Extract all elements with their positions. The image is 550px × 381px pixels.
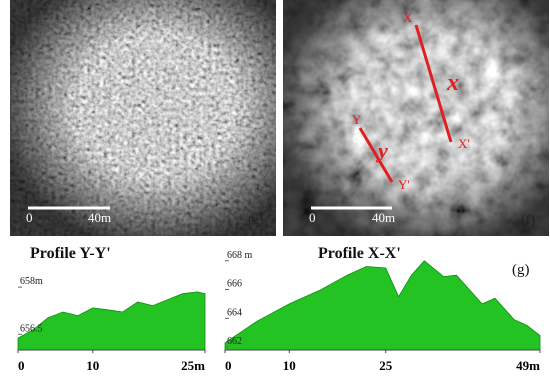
y-tick-label: 664 <box>227 307 242 318</box>
y-tick-label: 658m <box>20 276 43 287</box>
y-start: Y <box>352 112 362 127</box>
x-tick-label: 0 <box>18 358 25 373</box>
x-tick-label: 25 <box>379 358 393 373</box>
y-tick-label: 668 m <box>227 250 253 261</box>
chart-title: Profile X-X' <box>318 245 401 262</box>
chart-title: Profile Y-Y' <box>30 245 111 262</box>
x-tick-label: 10 <box>86 358 99 373</box>
x-start: X <box>403 10 413 25</box>
panel-f: X x X' Y y Y' 0 40m (f) <box>283 0 549 236</box>
y-end: Y' <box>398 177 410 192</box>
panel-label: (e) <box>248 213 264 228</box>
annotation: (g) <box>512 262 530 278</box>
area <box>224 260 541 351</box>
scale-end: 40m <box>372 210 395 225</box>
scale-start: 0 <box>26 210 33 225</box>
panel-label: (f) <box>521 213 535 228</box>
y-tick-label: 656.5 <box>20 323 43 334</box>
area <box>17 291 206 351</box>
x-tick-label: 10 <box>283 358 296 373</box>
x-tick-label: 25m <box>181 358 205 373</box>
profile-line-y <box>358 127 394 183</box>
panel-e: 0 40m (e) <box>10 0 276 236</box>
x-end: X' <box>458 136 470 151</box>
scale-end: 40m <box>88 210 111 225</box>
y-tick-label: 662 <box>227 336 242 347</box>
image-shade <box>10 0 276 236</box>
y-tick-label: 666 <box>227 279 242 290</box>
image-shade <box>283 0 549 236</box>
y-mark: y <box>375 138 388 163</box>
x-tick-label: 0 <box>225 358 232 373</box>
scale-start: 0 <box>309 210 316 225</box>
x-mark: x <box>446 70 459 96</box>
profile-line-x <box>414 24 453 143</box>
x-tick-label: 49m <box>516 358 540 373</box>
